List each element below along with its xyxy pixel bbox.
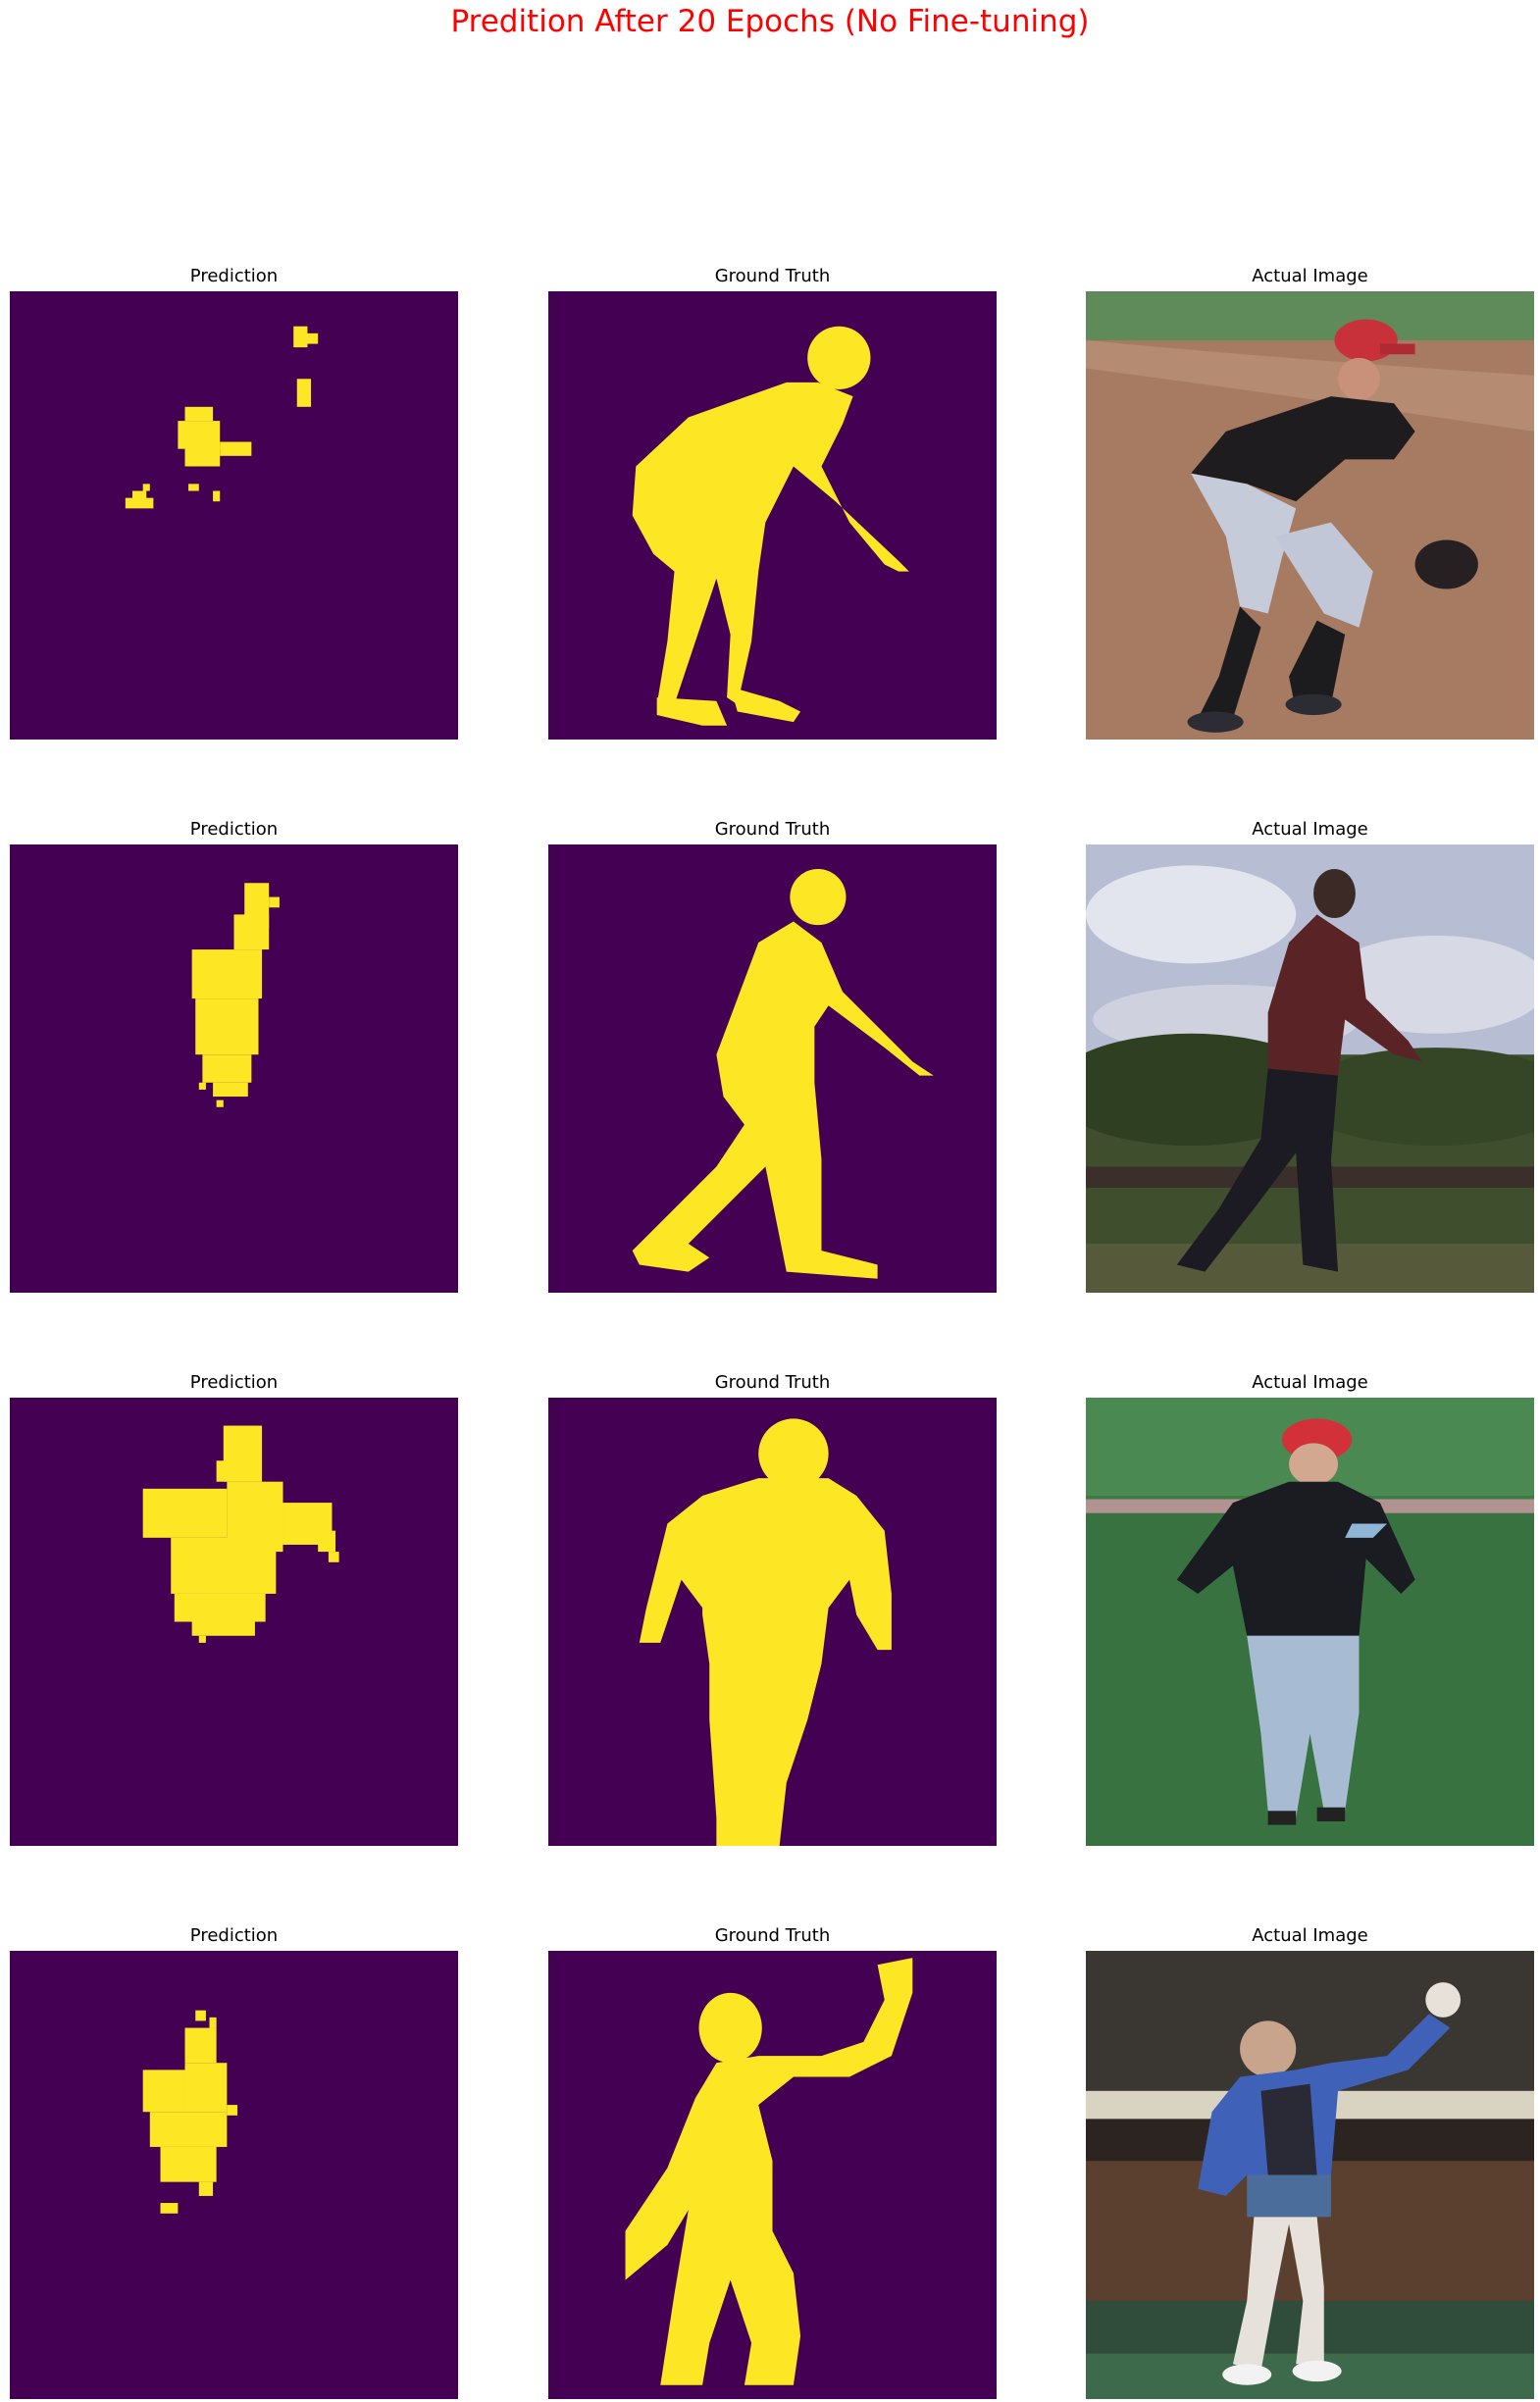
panel-title: Prediction	[189, 819, 279, 840]
panel-title: Ground Truth	[714, 1925, 831, 1946]
prediction-mask-image	[10, 844, 458, 1293]
panel-ground-truth-row1: Ground Truth	[548, 262, 997, 740]
prediction-mask-image	[10, 1398, 458, 1846]
panel-title: Ground Truth	[714, 266, 831, 286]
panel-title: Actual Image	[1252, 266, 1368, 286]
panel-ground-truth-row3: Ground Truth	[548, 1368, 997, 1846]
panel-title: Prediction	[189, 266, 279, 286]
panel-prediction-row1: Prediction	[10, 262, 458, 740]
actual-photo-image	[1086, 1398, 1534, 1846]
panel-prediction-row2: Prediction	[10, 815, 458, 1293]
actual-photo-image	[1086, 1951, 1534, 2399]
panel-prediction-row3: Prediction	[10, 1368, 458, 1846]
panel-title: Actual Image	[1252, 819, 1368, 840]
ground-truth-mask-image	[548, 1398, 997, 1846]
panel-ground-truth-row2: Ground Truth	[548, 815, 997, 1293]
prediction-mask-image	[10, 291, 458, 740]
panel-title: Prediction	[189, 1925, 279, 1946]
actual-photo-image	[1086, 291, 1534, 740]
panel-title: Ground Truth	[714, 1372, 831, 1393]
panel-title: Prediction	[189, 1372, 279, 1393]
panel-actual-image-row2: Actual Image	[1086, 815, 1534, 1293]
panel-prediction-row4: Prediction	[10, 1921, 458, 2399]
panel-title: Ground Truth	[714, 819, 831, 840]
prediction-mask-image	[10, 1951, 458, 2399]
panel-title: Actual Image	[1252, 1372, 1368, 1393]
ground-truth-mask-image	[548, 291, 997, 740]
figure-title: Predition After 20 Epochs (No Fine-tunin…	[450, 4, 1090, 39]
panel-ground-truth-row4: Ground Truth	[548, 1921, 997, 2399]
actual-photo-image	[1086, 844, 1534, 1293]
panel-actual-image-row3: Actual Image	[1086, 1368, 1534, 1846]
panel-title: Actual Image	[1252, 1925, 1368, 1946]
panel-actual-image-row4: Actual Image	[1086, 1921, 1534, 2399]
ground-truth-mask-image	[548, 1951, 997, 2399]
ground-truth-mask-image	[548, 844, 997, 1293]
panel-actual-image-row1: Actual Image	[1086, 262, 1534, 740]
